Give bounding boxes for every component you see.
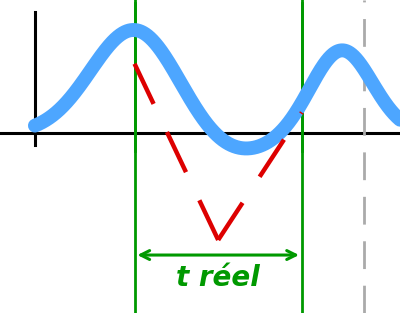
Text: t réel: t réel [176,264,260,292]
